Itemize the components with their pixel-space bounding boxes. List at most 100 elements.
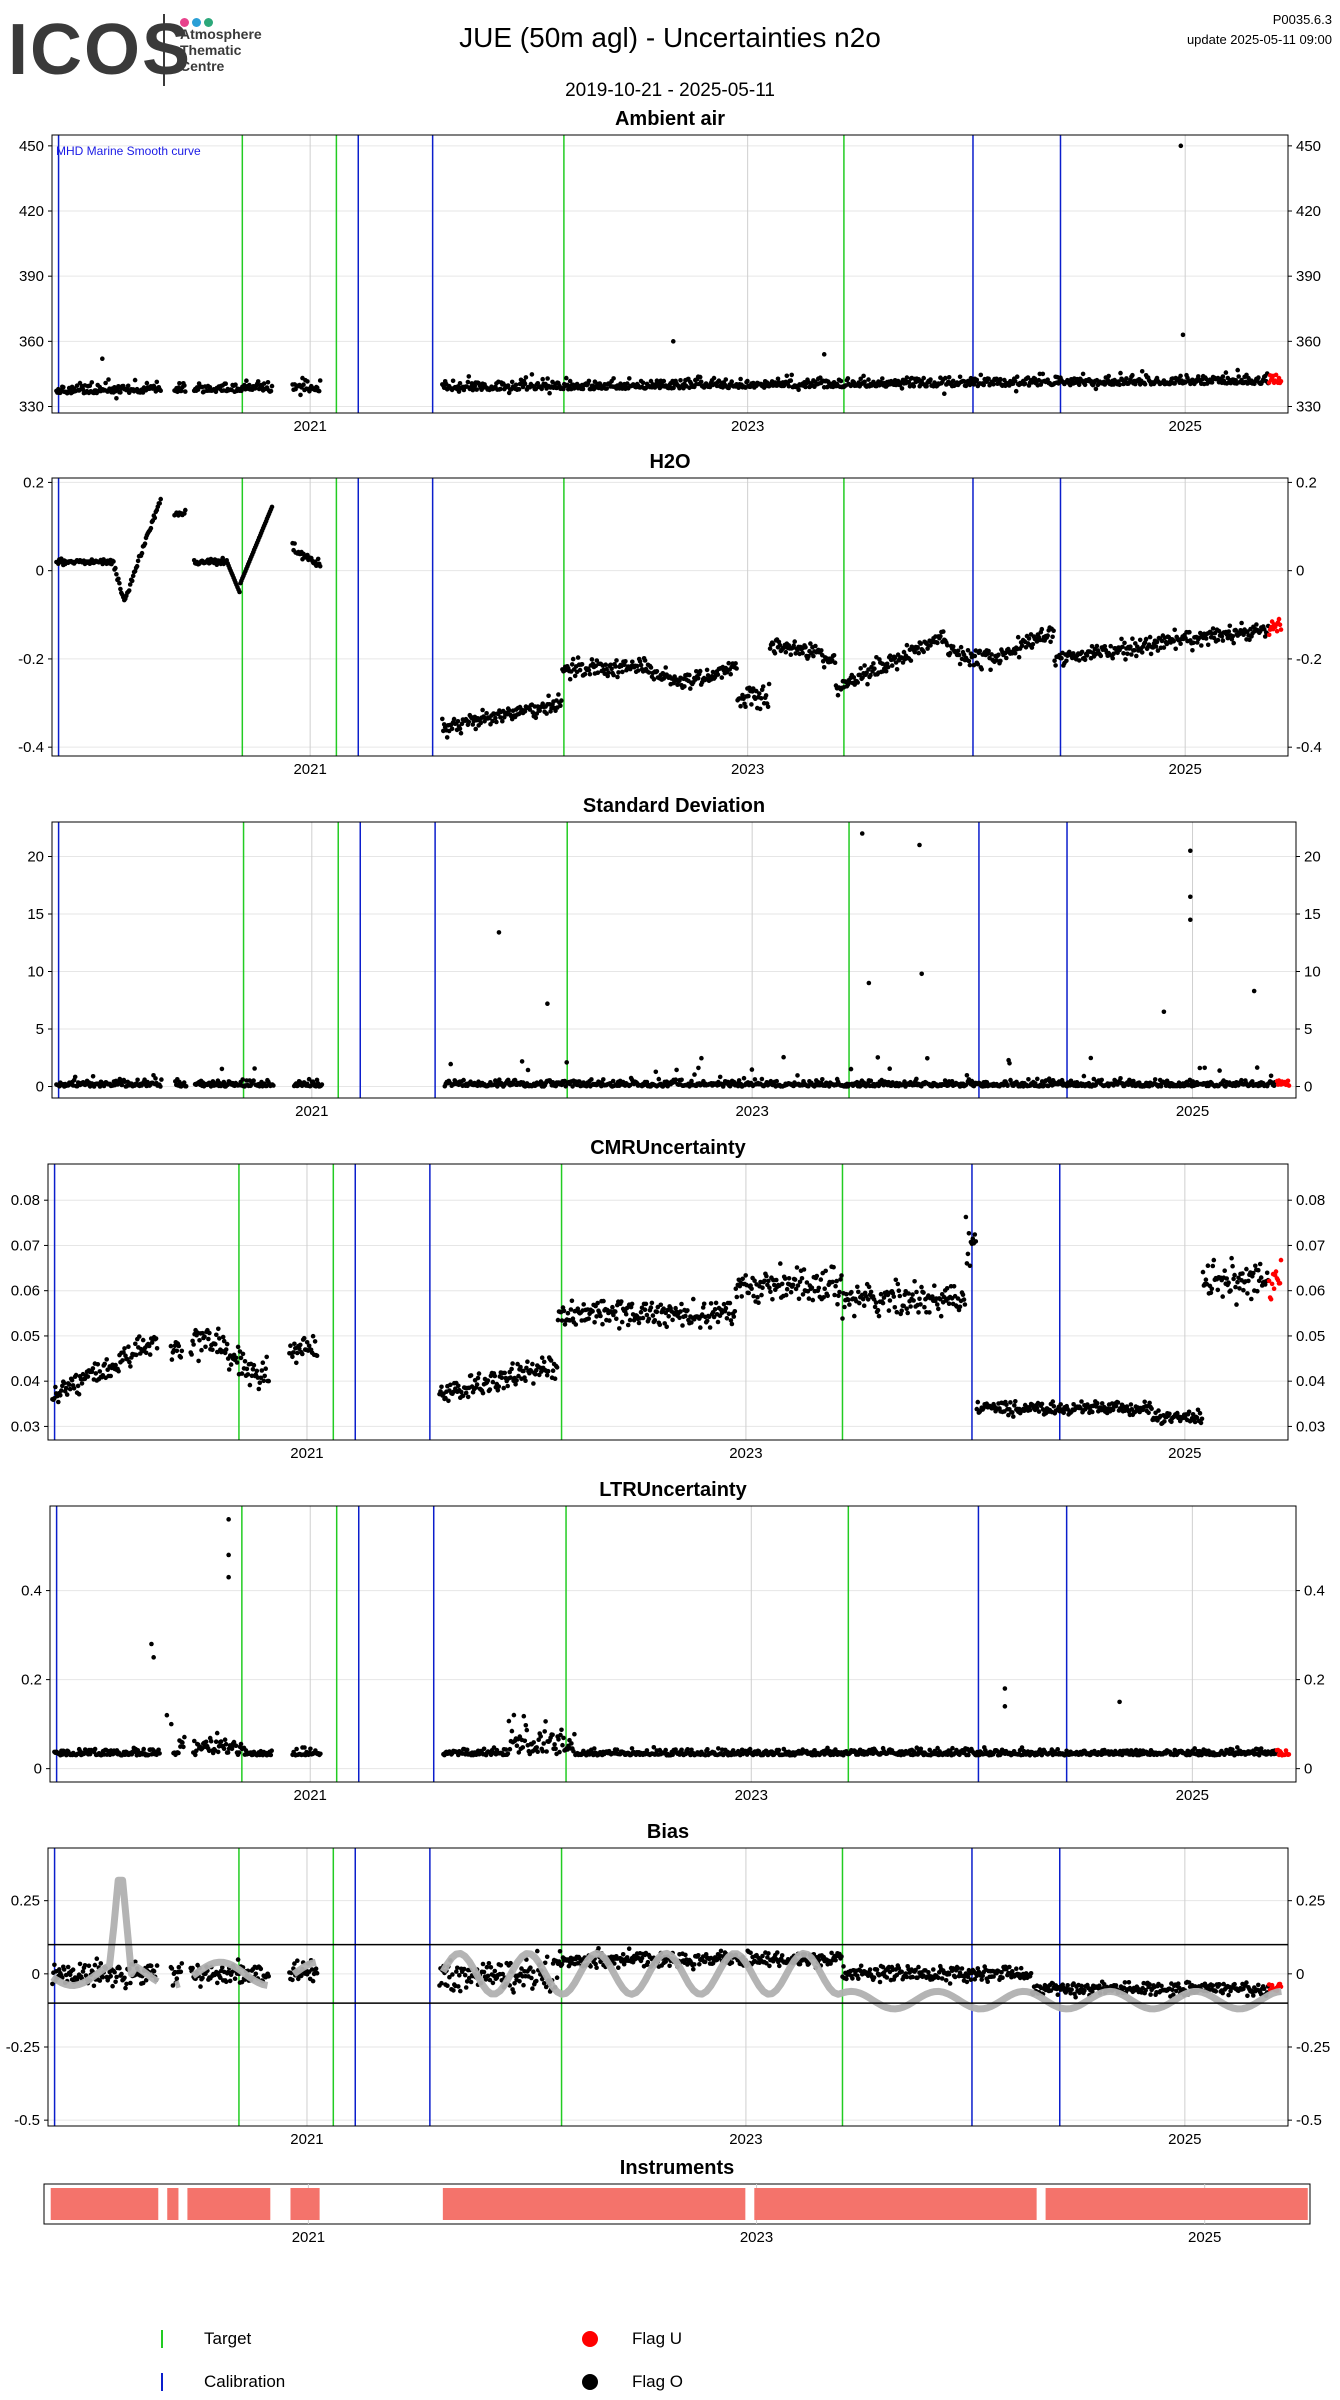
data-point bbox=[610, 1304, 615, 1310]
data-point bbox=[654, 1309, 660, 1315]
data-point bbox=[1245, 1291, 1250, 1296]
data-point bbox=[977, 648, 983, 654]
data-point bbox=[64, 1392, 70, 1397]
data-point bbox=[255, 379, 261, 384]
data-point bbox=[1039, 1401, 1045, 1407]
data-point bbox=[144, 380, 150, 386]
data-point bbox=[556, 692, 561, 697]
data-point bbox=[541, 1741, 546, 1746]
data-point bbox=[808, 641, 813, 646]
data-point bbox=[252, 1066, 257, 1071]
data-point bbox=[225, 1750, 231, 1755]
y-tick-label-right: 0 bbox=[1304, 1761, 1312, 1778]
data-point bbox=[85, 1374, 91, 1379]
data-point bbox=[506, 708, 512, 713]
data-point bbox=[102, 1361, 107, 1367]
data-point bbox=[806, 654, 811, 659]
data-point bbox=[892, 655, 898, 661]
data-point bbox=[715, 1319, 721, 1325]
data-point bbox=[567, 378, 573, 384]
data-point bbox=[609, 666, 614, 672]
data-point bbox=[481, 1746, 487, 1752]
data-point bbox=[220, 1334, 226, 1340]
data-point bbox=[251, 1078, 256, 1083]
data-point bbox=[216, 1326, 221, 1332]
data-point bbox=[261, 1378, 267, 1384]
data-point bbox=[712, 1307, 718, 1312]
data-point bbox=[1051, 1404, 1057, 1409]
data-point bbox=[457, 726, 463, 731]
data-point bbox=[239, 388, 244, 394]
data-point bbox=[592, 1320, 597, 1325]
data-point bbox=[792, 639, 797, 644]
data-point bbox=[1264, 1270, 1270, 1276]
data-point bbox=[783, 1292, 789, 1298]
data-point bbox=[69, 1377, 75, 1383]
data-point bbox=[749, 1286, 754, 1291]
flag-u-point bbox=[1273, 372, 1279, 378]
data-point bbox=[1124, 376, 1129, 381]
data-point bbox=[233, 382, 238, 388]
data-point bbox=[963, 1214, 969, 1220]
data-point bbox=[1142, 1399, 1147, 1405]
data-point bbox=[723, 377, 729, 382]
data-point bbox=[1198, 1420, 1204, 1426]
data-point bbox=[1149, 1406, 1154, 1412]
data-point bbox=[234, 1360, 240, 1365]
data-point bbox=[701, 1301, 707, 1307]
data-point bbox=[1230, 1263, 1235, 1269]
data-point bbox=[962, 1302, 968, 1307]
data-point bbox=[833, 1283, 838, 1289]
data-point bbox=[1153, 644, 1159, 649]
y-tick-label-right: -0.4 bbox=[1296, 739, 1322, 756]
data-point bbox=[743, 1273, 748, 1278]
data-point bbox=[1035, 1076, 1040, 1082]
data-point bbox=[710, 669, 716, 675]
data-point bbox=[994, 657, 999, 663]
data-point bbox=[1048, 639, 1053, 645]
data-point bbox=[493, 715, 498, 721]
data-point bbox=[505, 1383, 511, 1389]
data-point bbox=[733, 661, 738, 666]
y-tick-label-left: 0.05 bbox=[11, 1328, 40, 1345]
data-point bbox=[537, 708, 542, 713]
data-point bbox=[729, 379, 734, 384]
flag-u-point bbox=[1278, 627, 1284, 632]
data-point bbox=[1219, 634, 1225, 639]
x-tick-label: 2021 bbox=[293, 418, 326, 435]
data-point bbox=[71, 1386, 77, 1391]
data-point bbox=[308, 1746, 313, 1752]
data-point bbox=[1147, 1400, 1152, 1406]
data-point bbox=[800, 650, 805, 656]
data-point bbox=[652, 1318, 658, 1323]
data-point bbox=[756, 1300, 761, 1305]
data-point bbox=[305, 379, 310, 384]
data-point bbox=[607, 1318, 612, 1323]
data-point bbox=[199, 1347, 204, 1353]
icos-logo-text: ICOS bbox=[8, 10, 193, 90]
data-point bbox=[1190, 648, 1195, 653]
data-point bbox=[887, 1298, 893, 1303]
flag-u-point bbox=[1286, 1083, 1292, 1088]
data-point bbox=[904, 375, 910, 380]
data-point bbox=[835, 692, 841, 698]
data-point bbox=[288, 1343, 293, 1348]
data-point bbox=[786, 383, 792, 389]
outlier-point bbox=[1180, 332, 1186, 338]
data-point bbox=[494, 719, 499, 725]
data-point bbox=[678, 378, 683, 383]
data-point bbox=[56, 1399, 61, 1405]
data-point bbox=[630, 659, 635, 665]
data-point bbox=[1123, 657, 1128, 662]
flag-u-point bbox=[1277, 622, 1283, 628]
y-tick-label-left: 420 bbox=[19, 203, 44, 220]
y-tick-label-left: 0.2 bbox=[23, 474, 44, 491]
data-point bbox=[635, 668, 641, 673]
data-point bbox=[1118, 1076, 1123, 1081]
data-point bbox=[778, 1261, 783, 1266]
y-tick-label-right: 0.08 bbox=[1296, 1192, 1325, 1209]
data-point bbox=[1196, 374, 1201, 379]
data-point bbox=[575, 655, 581, 660]
data-point bbox=[183, 507, 188, 513]
data-point bbox=[1094, 643, 1100, 649]
